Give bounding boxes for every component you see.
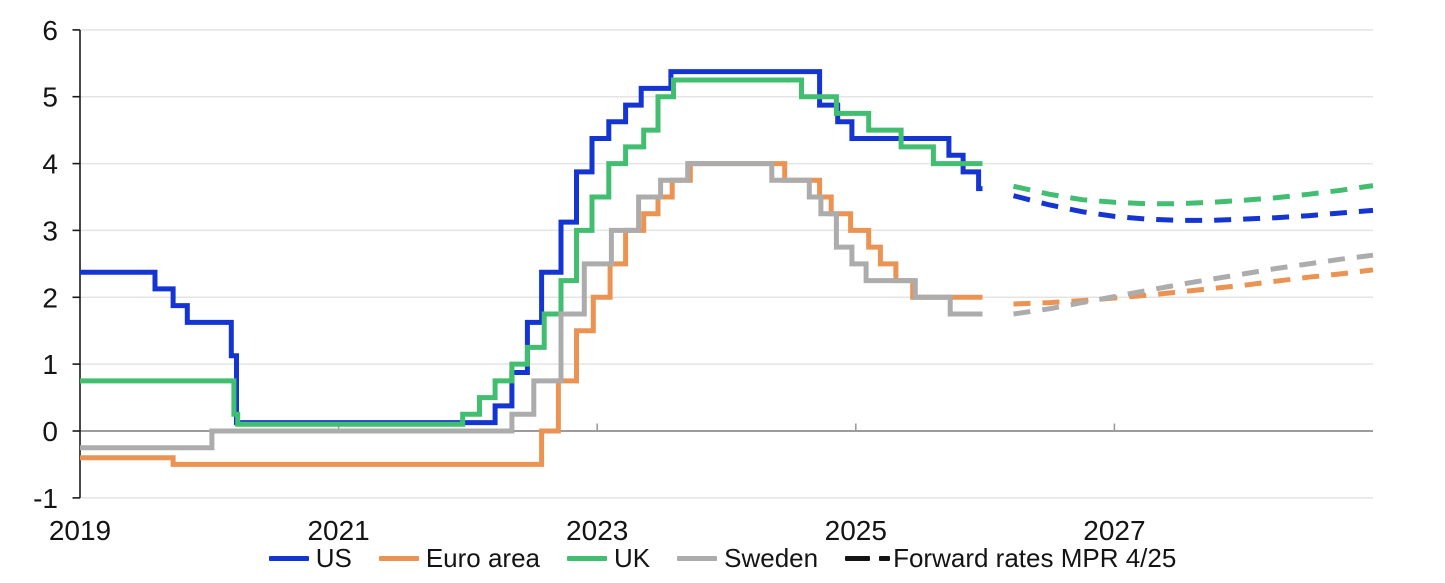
x-tick-label-2021: 2021 <box>307 515 369 546</box>
legend-item-uk: UK <box>567 545 650 571</box>
series-euro-area-forward-line <box>1013 267 1374 307</box>
y-tick-label-1: 1 <box>42 349 58 380</box>
legend-label-us: US <box>315 543 352 573</box>
legend-item-us: US <box>268 543 352 573</box>
legend-swatch-euro-area <box>378 555 419 561</box>
series-us-forward-line <box>1012 193 1374 223</box>
forward-rates-dash-icon <box>845 555 891 561</box>
legend-swatch-uk <box>567 555 607 561</box>
series-sweden-line <box>80 161 983 451</box>
x-tick-label-2027: 2027 <box>1083 515 1145 546</box>
legend-label-euro-area: Euro area <box>425 543 540 573</box>
y-tick-label--1: -1 <box>33 483 58 514</box>
x-tick-label-2019: 2019 <box>49 515 111 546</box>
y-tick-label-5: 5 <box>42 82 58 113</box>
series-sweden-forward-line <box>1013 252 1374 317</box>
legend-item-euro-area: Euro area <box>378 543 540 573</box>
y-tick-label-0: 0 <box>42 416 58 447</box>
chart-legend: US Euro area UK Sweden Forward rates MPR… <box>0 545 1445 571</box>
series-uk-line <box>80 77 983 427</box>
legend-label-sweden: Sweden <box>724 543 819 573</box>
x-tick-label-2023: 2023 <box>566 515 628 546</box>
series-euro-area-line <box>80 161 983 467</box>
legend-label-forward-rates: Forward rates MPR 4/25 <box>893 543 1177 573</box>
legend-item-sweden: Sweden <box>677 545 818 571</box>
legend-label-uk: UK <box>614 543 651 573</box>
y-tick-label-3: 3 <box>42 215 58 246</box>
legend-swatch-sweden <box>677 555 718 561</box>
series-us-line <box>80 69 983 426</box>
y-tick-label-6: 6 <box>42 15 58 46</box>
x-tick-label-2025: 2025 <box>825 515 887 546</box>
legend-item-forward-rates: Forward rates MPR 4/25 <box>845 545 1176 571</box>
y-tick-label-4: 4 <box>42 149 58 180</box>
legend-swatch-us <box>268 555 309 561</box>
y-tick-label-2: 2 <box>42 282 58 313</box>
series-uk-forward-line <box>1012 183 1374 207</box>
